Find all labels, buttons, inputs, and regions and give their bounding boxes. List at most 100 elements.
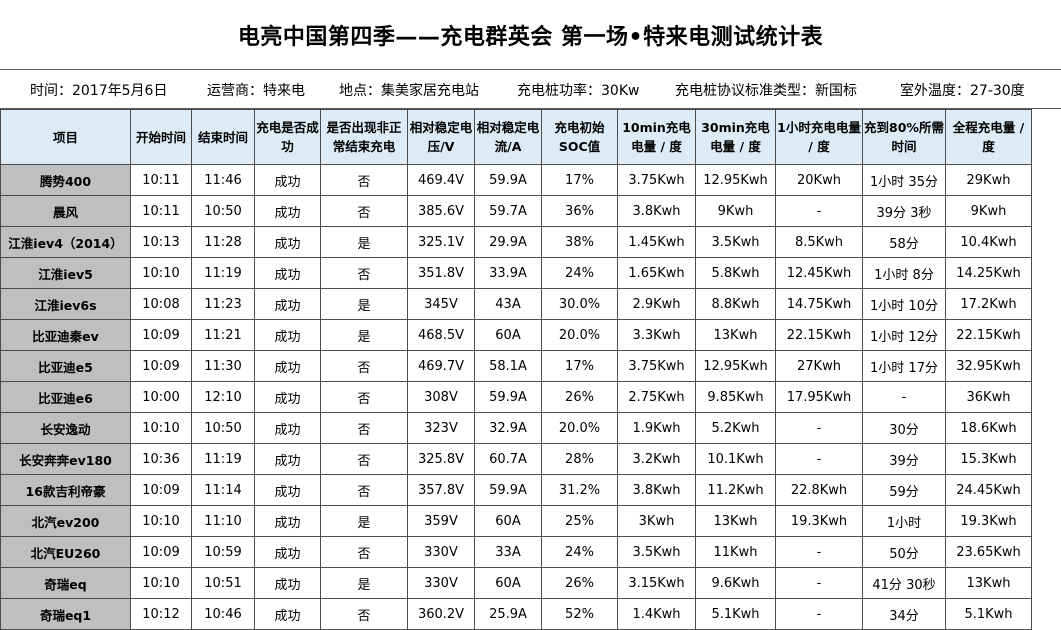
table-cell: 17% <box>541 350 618 382</box>
table-cell: 10:09 <box>130 474 192 506</box>
table-cell: 成功 <box>254 319 321 351</box>
table-cell: 33.9A <box>474 257 542 289</box>
table-cell: 3.5Kwh <box>695 226 776 258</box>
table-cell: 成功 <box>254 536 321 568</box>
row-label-cell: 16款吉利帝豪 <box>0 474 131 506</box>
table-cell: 10:10 <box>130 567 192 599</box>
table-cell: 59.9A <box>474 381 542 413</box>
table-cell: 3.3Kwh <box>617 319 696 351</box>
table-cell: 32.95Kwh <box>945 350 1032 382</box>
table-cell: 10:10 <box>130 412 192 444</box>
table-cell: 385.6V <box>407 195 475 227</box>
sheet-title: 电亮中国第四季——充电群英会 第一场•特来电测试统计表 <box>237 24 824 50</box>
table-cell: 17.2Kwh <box>945 288 1032 320</box>
table-cell: 1小时 <box>862 505 946 537</box>
column-header: 10min充电电量 / 度 <box>617 109 696 165</box>
table-cell: 否 <box>320 598 408 630</box>
table-cell: 3Kwh <box>617 505 696 537</box>
table-cell: 52% <box>541 598 618 630</box>
table-cell: 11:30 <box>191 350 255 382</box>
column-header: 相对稳定电流/A <box>474 109 542 165</box>
table-cell: 60.7A <box>474 443 542 475</box>
table-cell: 10:09 <box>130 350 192 382</box>
table-cell: 成功 <box>254 412 321 444</box>
table-cell: 1.65Kwh <box>617 257 696 289</box>
table-cell: 成功 <box>254 257 321 289</box>
row-label-cell: 腾势400 <box>0 164 131 196</box>
table-cell: 否 <box>320 257 408 289</box>
table-cell: 否 <box>320 443 408 475</box>
table-cell: 成功 <box>254 474 321 506</box>
table-cell: 43A <box>474 288 542 320</box>
table-cell: 26% <box>541 381 618 413</box>
table-cell: 5.2Kwh <box>695 412 776 444</box>
table-cell: - <box>775 412 863 444</box>
column-header: 全程充电量 / 度 <box>945 109 1032 165</box>
table-cell: 25.9A <box>474 598 542 630</box>
row-label-cell: 比亚迪e5 <box>0 350 131 382</box>
table-row: 16款吉利帝豪 10:09 11:14 成功否 357.8V 59.9A 31.2% 3.8K… <box>0 474 1032 506</box>
table-cell: 15.3Kwh <box>945 443 1032 475</box>
table-cell: 468.5V <box>407 319 475 351</box>
table-cell: 10:11 <box>130 195 192 227</box>
table-cell: 11:46 <box>191 164 255 196</box>
table-cell: 31.2% <box>541 474 618 506</box>
table-cell: 325.1V <box>407 226 475 258</box>
table-cell: 12.95Kwh <box>695 350 776 382</box>
table-cell: 60A <box>474 505 542 537</box>
table-cell: 30分 <box>862 412 946 444</box>
table-cell: 成功 <box>254 195 321 227</box>
header-row: 项目 开始时间 结束时间 充电是否成功 是否出现非正常结束充电 相对稳定电压/V 相对稳定电… <box>0 109 1032 165</box>
row-label-cell: 江淮iev6s <box>0 288 131 320</box>
table-cell: 469.7V <box>407 350 475 382</box>
table-cell: 13Kwh <box>695 319 776 351</box>
table-cell: 10:50 <box>191 412 255 444</box>
table-cell: 351.8V <box>407 257 475 289</box>
table-cell: 5.8Kwh <box>695 257 776 289</box>
table-cell: 39分 <box>862 443 946 475</box>
row-label-cell: 比亚迪e6 <box>0 381 131 413</box>
table-cell: 2.9Kwh <box>617 288 696 320</box>
table-cell: 成功 <box>254 381 321 413</box>
table-cell: 19.3Kwh <box>775 505 863 537</box>
table-cell: - <box>862 381 946 413</box>
table-cell: 20.0% <box>541 319 618 351</box>
table-cell: 24.45Kwh <box>945 474 1032 506</box>
table-cell: 38% <box>541 226 618 258</box>
table-cell: 1.9Kwh <box>617 412 696 444</box>
table-cell: 27Kwh <box>775 350 863 382</box>
table-cell: 8.5Kwh <box>775 226 863 258</box>
table-row: 奇瑞eq1 10:12 10:46 成功否 360.2V 25.9A 52% 1.4Kwh 5.… <box>0 598 1032 630</box>
table-cell: 39分 3秒 <box>862 195 946 227</box>
table-cell: 357.8V <box>407 474 475 506</box>
table-cell: 否 <box>320 195 408 227</box>
table-cell: 33A <box>474 536 542 568</box>
table-row: 长安奔奔ev180 10:36 11:19 成功否 325.8V 60.7A 28% 3.2K… <box>0 443 1032 475</box>
table-cell: 10.4Kwh <box>945 226 1032 258</box>
table-cell: 34分 <box>862 598 946 630</box>
table-cell: 19.3Kwh <box>945 505 1032 537</box>
table-cell: 59.9A <box>474 164 542 196</box>
table-cell: 30.0% <box>541 288 618 320</box>
table-cell: 9.6Kwh <box>695 567 776 599</box>
table-cell: 360.2V <box>407 598 475 630</box>
row-label-cell: 长安逸动 <box>0 412 131 444</box>
table-cell: 3.2Kwh <box>617 443 696 475</box>
table-cell: 3.5Kwh <box>617 536 696 568</box>
table-cell: 9.85Kwh <box>695 381 776 413</box>
column-header: 开始时间 <box>130 109 192 165</box>
table-cell: 5.1Kwh <box>945 598 1032 630</box>
table-cell: 22.15Kwh <box>775 319 863 351</box>
row-label-cell: 比亚迪秦ev <box>0 319 131 351</box>
table-row: 比亚迪秦ev 10:09 11:21 成功是 468.5V 60A 20.0% 3.3Kwh 1… <box>0 319 1032 351</box>
row-label-cell: 江淮iev5 <box>0 257 131 289</box>
column-header: 充电是否成功 <box>254 109 321 165</box>
table-row: 比亚迪e6 10:00 12:10 成功否 308V 59.9A 26% 2.75Kwh 9.8… <box>0 381 1032 413</box>
table-cell: 59.9A <box>474 474 542 506</box>
table-cell: 1.45Kwh <box>617 226 696 258</box>
table-cell: 11:28 <box>191 226 255 258</box>
info-date: 时间：2017年5月6日 <box>30 83 168 99</box>
table-cell: 345V <box>407 288 475 320</box>
table-cell: 9Kwh <box>695 195 776 227</box>
table-row: 腾势400 10:11 11:46 成功否 469.4V 59.9A 17% 3.75Kwh 1… <box>0 164 1032 196</box>
